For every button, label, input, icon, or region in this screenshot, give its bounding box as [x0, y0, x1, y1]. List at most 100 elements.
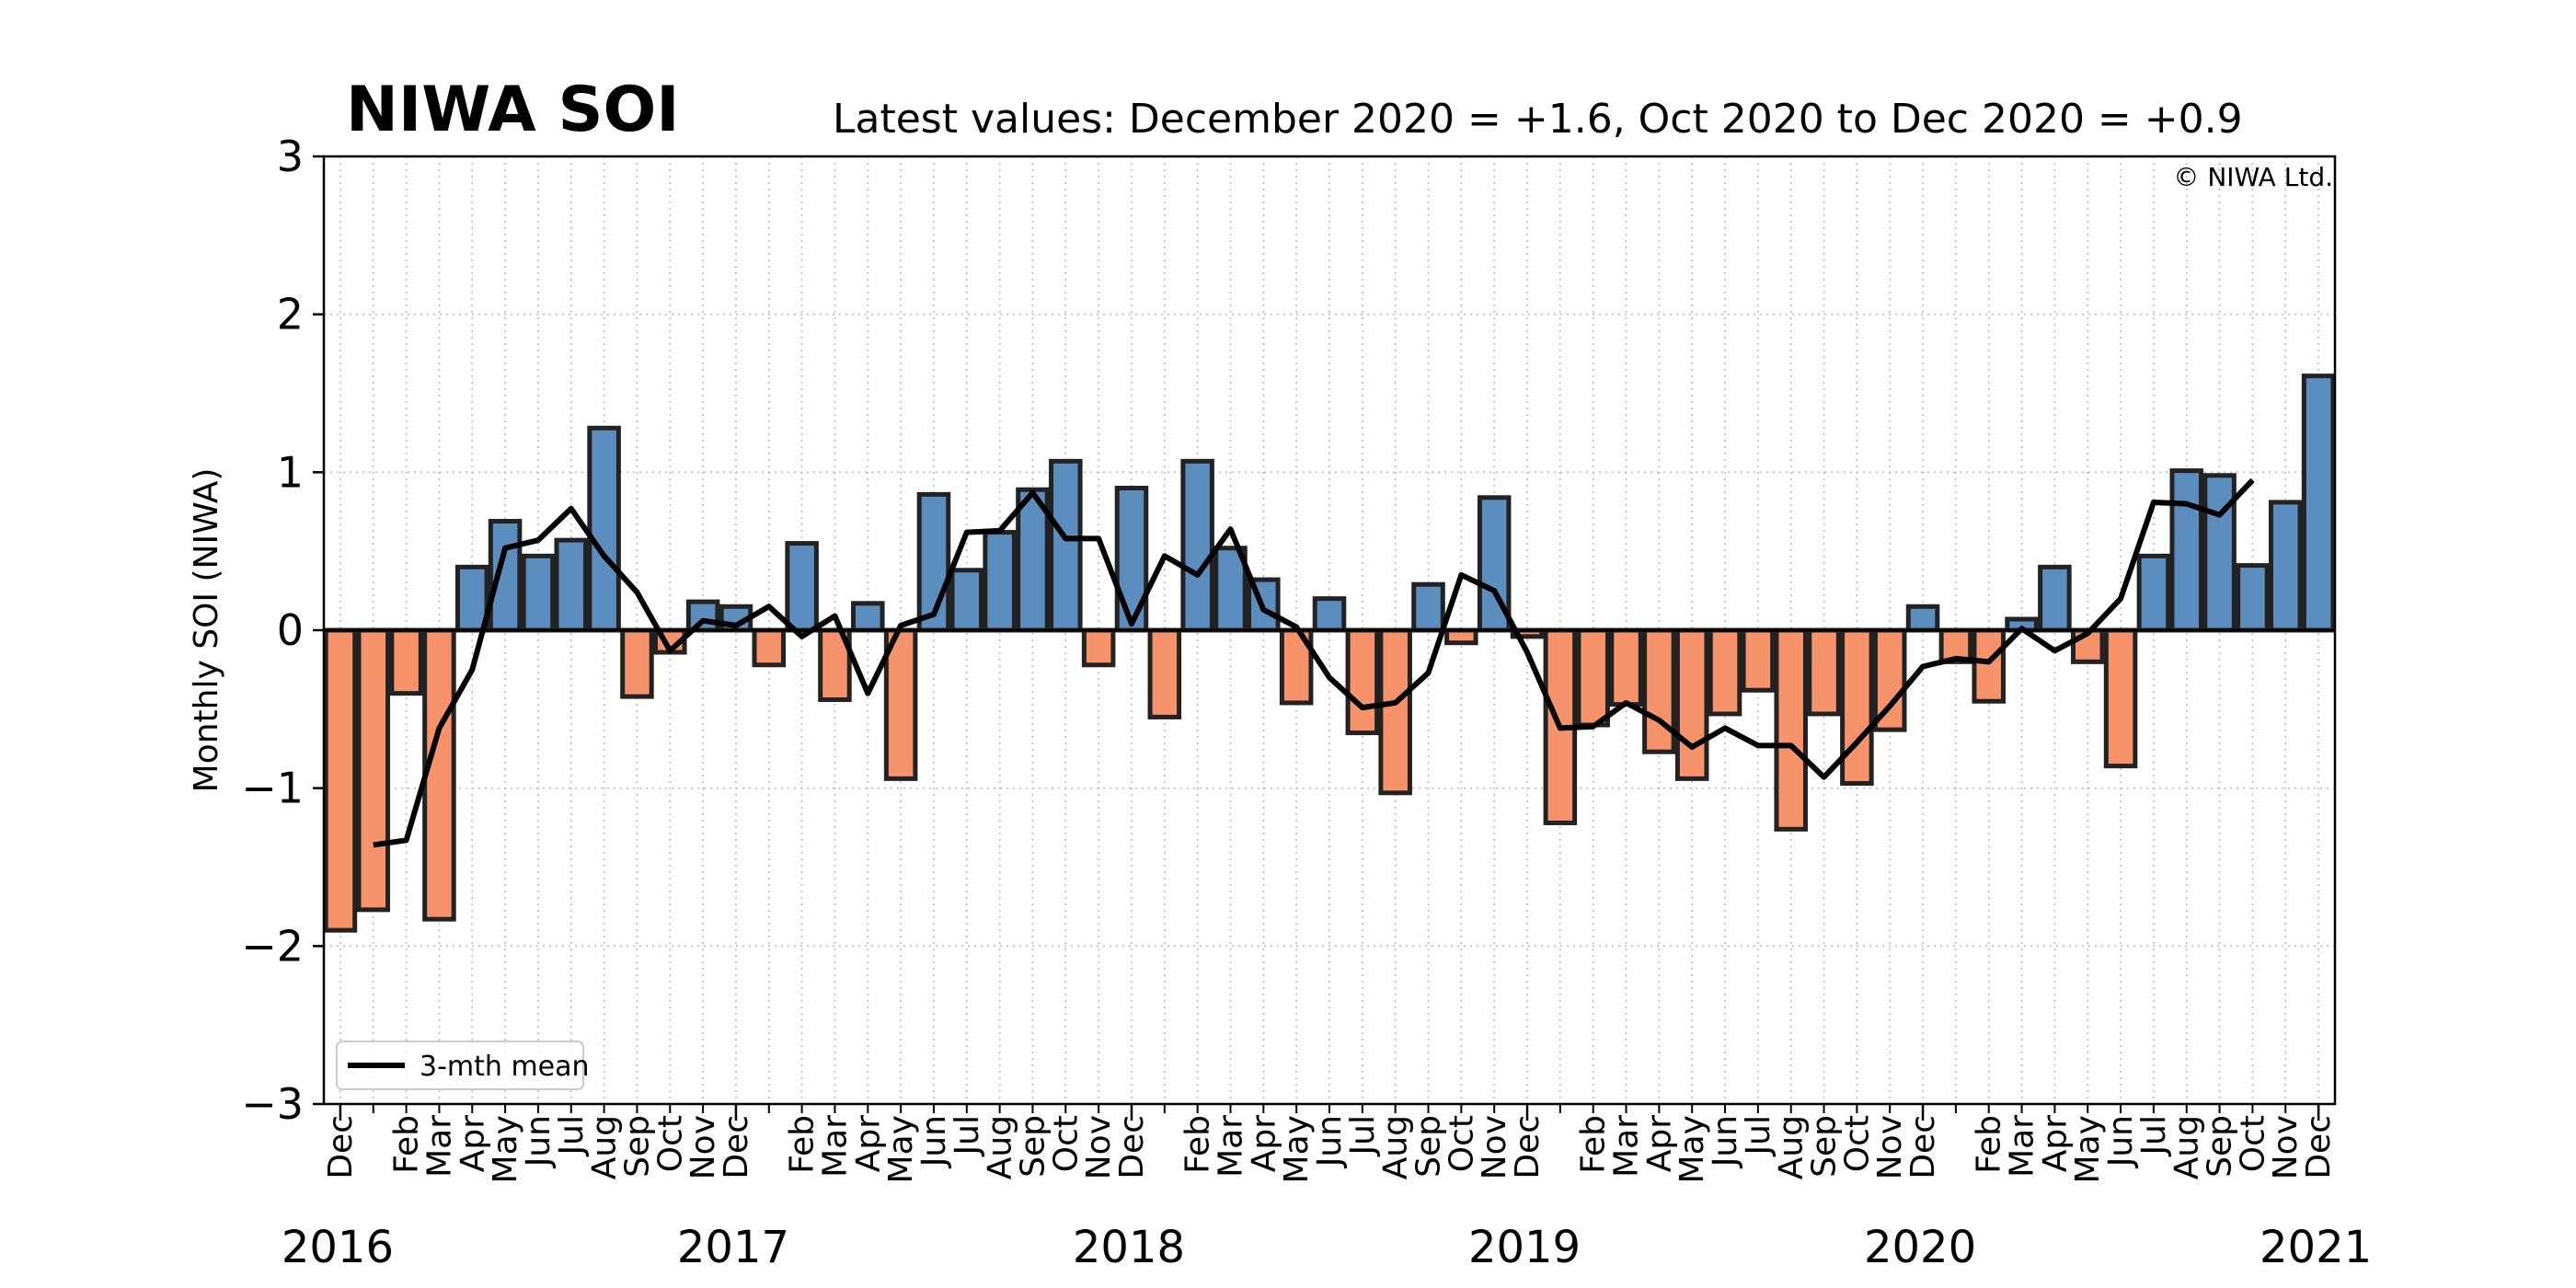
- soi-bar: [2038, 564, 2072, 633]
- month-label: Apr: [1640, 1115, 1678, 1172]
- year-label: 2018: [1073, 1222, 1185, 1273]
- month-label: Mar: [1608, 1115, 1646, 1178]
- soi-bar: [851, 601, 885, 633]
- soi-bar: [454, 564, 489, 633]
- month-label: Aug: [982, 1115, 1019, 1179]
- year-label: 2016: [282, 1222, 394, 1273]
- soi-bar: [1741, 627, 1776, 693]
- soi-bar: [356, 627, 391, 913]
- month-label: Jun: [520, 1115, 558, 1168]
- month-label: Nov: [2267, 1115, 2305, 1179]
- chart-title: NIWA SOI: [346, 74, 680, 146]
- month-label: Apr: [1245, 1115, 1282, 1172]
- mean-line: [373, 477, 2255, 848]
- soi-bar: [389, 627, 423, 696]
- month-label: Aug: [586, 1115, 624, 1179]
- soi-bar: [1180, 458, 1214, 633]
- y-tick-label: 3: [277, 132, 304, 181]
- soi-bar: [323, 627, 358, 933]
- month-label: Dec: [1904, 1115, 1942, 1179]
- soi-bar: [752, 627, 787, 668]
- soi-bar: [1774, 627, 1808, 832]
- month-label: Dec: [2300, 1115, 2338, 1179]
- y-axis-label: Monthly SOI (NIWA): [188, 468, 225, 793]
- soi-bar: [1049, 458, 1083, 633]
- month-label: Sep: [2202, 1115, 2239, 1178]
- month-label: Nov: [1080, 1115, 1118, 1179]
- y-tick-label: −1: [241, 764, 304, 813]
- month-label: Oct: [651, 1115, 689, 1172]
- legend: 3-mth mean: [336, 1041, 590, 1090]
- y-tick-label: 2: [277, 290, 304, 339]
- month-label: Jun: [1707, 1115, 1744, 1168]
- month-label: Jul: [553, 1115, 591, 1156]
- y-tick-label: 0: [277, 605, 304, 655]
- y-tick-label: 1: [277, 447, 304, 497]
- year-label: 2019: [1468, 1222, 1581, 1273]
- month-label: Jun: [1311, 1115, 1349, 1168]
- month-label: Sep: [1410, 1115, 1448, 1178]
- month-label: Aug: [2168, 1115, 2206, 1179]
- y-tick-label: −3: [241, 1079, 304, 1129]
- soi-bar: [1444, 627, 1478, 646]
- month-label: Feb: [1971, 1115, 2008, 1174]
- month-label: May: [2069, 1115, 2107, 1183]
- soi-bar: [1213, 546, 1248, 633]
- soi-bar: [1312, 596, 1347, 633]
- month-label: Mar: [2004, 1115, 2041, 1178]
- month-label: Apr: [2036, 1115, 2074, 1172]
- soi-bar: [685, 599, 720, 633]
- soi-bar: [949, 568, 984, 633]
- month-label: Feb: [1575, 1115, 1613, 1174]
- soi-bar: [1807, 627, 1841, 717]
- month-label: Aug: [1377, 1115, 1415, 1179]
- chart-subtitle: Latest values: December 2020 = +1.6, Oct…: [833, 96, 2243, 143]
- month-label: Nov: [1871, 1115, 1909, 1179]
- month-label: Nov: [684, 1115, 722, 1179]
- soi-bar: [1642, 627, 1676, 754]
- month-label: Dec: [1509, 1115, 1547, 1179]
- soi-bar: [2169, 468, 2204, 633]
- month-label: Apr: [454, 1115, 491, 1172]
- month-label: May: [882, 1115, 920, 1183]
- soi-bar: [1477, 495, 1512, 633]
- month-label: Feb: [1179, 1115, 1217, 1174]
- soi-bar: [1081, 627, 1116, 668]
- month-label: May: [1673, 1115, 1711, 1183]
- soi-bar: [2202, 473, 2237, 633]
- soi-bar: [521, 553, 556, 633]
- month-label: Dec: [1113, 1115, 1151, 1179]
- month-label: Nov: [1476, 1115, 1513, 1179]
- month-label: Dec: [718, 1115, 755, 1179]
- year-label: 2017: [677, 1222, 789, 1273]
- month-label: Aug: [1773, 1115, 1811, 1179]
- soi-bar: [2301, 374, 2336, 633]
- soi-bar: [1708, 627, 1742, 717]
- soi-bar: [1345, 627, 1380, 736]
- month-label: Sep: [1806, 1115, 1844, 1178]
- credit-label: © NIWA Ltd.: [2173, 162, 2333, 192]
- legend-label: 3-mth mean: [420, 1051, 590, 1083]
- month-label: Sep: [1014, 1115, 1052, 1178]
- soi-bar: [983, 530, 1017, 633]
- month-label: Sep: [618, 1115, 656, 1178]
- soi-bar: [1411, 581, 1445, 633]
- month-label: Jul: [949, 1115, 986, 1156]
- year-label: 2020: [1864, 1222, 1976, 1273]
- month-label: Oct: [1838, 1115, 1876, 1172]
- soi-bar: [1972, 627, 2006, 704]
- month-label: Mar: [1212, 1115, 1249, 1178]
- month-label: Dec: [322, 1115, 360, 1179]
- y-tick-label: −2: [241, 921, 304, 971]
- month-label: Feb: [784, 1115, 822, 1174]
- soi-bar: [1609, 627, 1643, 707]
- month-label: Mar: [816, 1115, 854, 1178]
- month-label: Jul: [1344, 1115, 1382, 1156]
- month-label: Feb: [388, 1115, 426, 1174]
- month-label: May: [1278, 1115, 1316, 1183]
- month-label: Jul: [2135, 1115, 2173, 1156]
- soi-bar: [1576, 627, 1610, 728]
- month-label: Mar: [420, 1115, 458, 1178]
